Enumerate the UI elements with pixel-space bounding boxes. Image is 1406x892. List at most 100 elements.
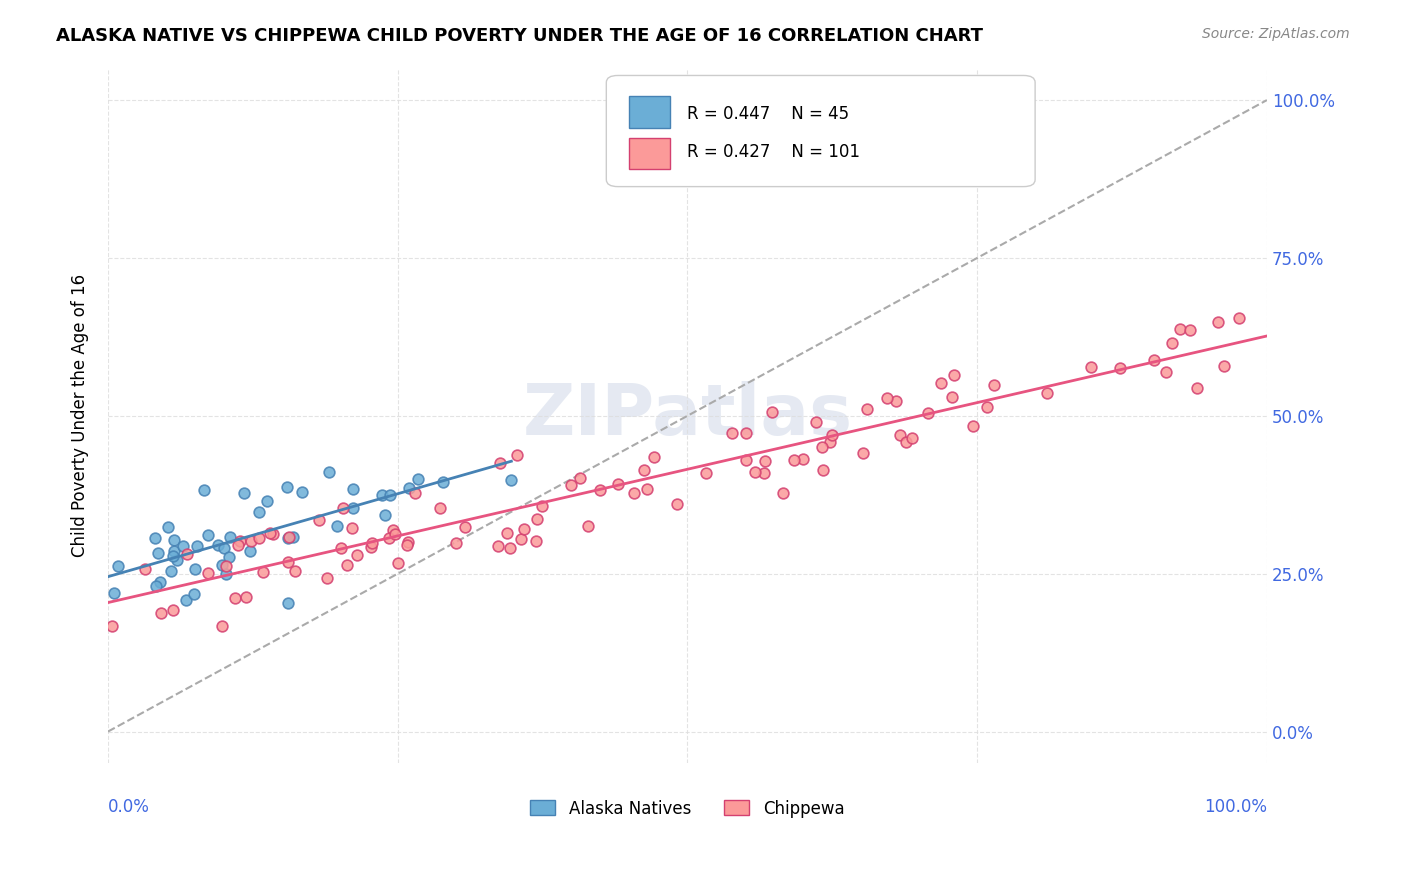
Chippewa — [499, 541, 522, 555]
Chippewa — [962, 419, 984, 434]
Chippewa — [150, 606, 173, 620]
Alaska Natives — [398, 482, 420, 496]
Chippewa — [360, 535, 382, 549]
Chippewa — [226, 538, 249, 552]
Chippewa — [820, 435, 842, 450]
Chippewa — [384, 527, 406, 541]
Chippewa — [752, 466, 775, 480]
Chippewa — [176, 547, 198, 561]
Chippewa — [884, 393, 907, 408]
Alaska Natives — [156, 520, 179, 534]
Chippewa — [560, 478, 582, 492]
Chippewa — [1180, 323, 1202, 337]
Chippewa — [804, 415, 827, 429]
Alaska Natives — [232, 485, 254, 500]
Alaska Natives — [172, 540, 194, 554]
Alaska Natives — [218, 530, 240, 544]
Chippewa — [792, 452, 814, 467]
FancyBboxPatch shape — [630, 96, 671, 128]
Chippewa — [240, 533, 263, 548]
Chippewa — [876, 392, 898, 406]
Alaska Natives — [145, 579, 167, 593]
Chippewa — [643, 450, 665, 464]
Chippewa — [1212, 359, 1234, 374]
Chippewa — [342, 521, 364, 535]
Alaska Natives — [174, 593, 197, 607]
Chippewa — [821, 428, 844, 442]
Chippewa — [249, 531, 271, 545]
Chippewa — [633, 463, 655, 477]
Alaska Natives — [207, 538, 229, 552]
Alaska Natives — [408, 472, 430, 486]
Chippewa — [811, 440, 834, 454]
Chippewa — [695, 467, 717, 481]
Chippewa — [211, 619, 233, 633]
FancyBboxPatch shape — [606, 76, 1035, 186]
Text: ALASKA NATIVE VS CHIPPEWA CHILD POVERTY UNDER THE AGE OF 16 CORRELATION CHART: ALASKA NATIVE VS CHIPPEWA CHILD POVERTY … — [56, 27, 983, 45]
Chippewa — [1154, 365, 1177, 379]
Alaska Natives — [197, 528, 219, 542]
Alaska Natives — [166, 553, 188, 567]
Chippewa — [387, 556, 409, 570]
Alaska Natives — [501, 474, 523, 488]
Alaska Natives — [212, 541, 235, 555]
Alaska Natives — [148, 546, 170, 560]
Chippewa — [284, 564, 307, 578]
Chippewa — [259, 526, 281, 541]
Chippewa — [404, 485, 426, 500]
Alaska Natives — [342, 501, 364, 516]
Chippewa — [569, 471, 592, 485]
Alaska Natives — [215, 567, 238, 582]
Text: 100.0%: 100.0% — [1204, 797, 1267, 816]
Chippewa — [489, 456, 512, 470]
Alaska Natives — [249, 505, 271, 519]
Alaska Natives — [371, 488, 394, 502]
Text: ZIPatlas: ZIPatlas — [523, 381, 852, 450]
Chippewa — [811, 462, 834, 476]
Alaska Natives — [277, 531, 299, 545]
Alaska Natives — [162, 544, 184, 558]
Chippewa — [278, 530, 301, 544]
Chippewa — [901, 431, 924, 445]
Chippewa — [1185, 381, 1208, 395]
Chippewa — [277, 555, 299, 569]
Chippewa — [496, 526, 519, 541]
Chippewa — [576, 519, 599, 533]
Chippewa — [735, 452, 758, 467]
Text: R = 0.447    N = 45: R = 0.447 N = 45 — [688, 104, 849, 123]
Chippewa — [1109, 360, 1132, 375]
Alaska Natives — [374, 508, 396, 523]
Chippewa — [852, 446, 875, 460]
Alaska Natives — [162, 549, 184, 563]
Alaska Natives — [276, 480, 298, 494]
Chippewa — [744, 466, 766, 480]
Alaska Natives — [186, 539, 208, 553]
Alaska Natives — [256, 494, 278, 508]
Chippewa — [262, 526, 284, 541]
Chippewa — [889, 427, 911, 442]
Chippewa — [235, 590, 257, 604]
Alaska Natives — [378, 488, 401, 502]
Chippewa — [917, 406, 939, 420]
Chippewa — [1227, 311, 1250, 326]
Chippewa — [360, 540, 382, 554]
Chippewa — [855, 402, 877, 417]
Alaska Natives — [239, 544, 262, 558]
Chippewa — [941, 391, 963, 405]
Chippewa — [510, 532, 533, 546]
Chippewa — [783, 453, 806, 467]
Alaska Natives — [193, 483, 215, 497]
Alaska Natives — [149, 575, 172, 590]
Chippewa — [332, 501, 354, 516]
Chippewa — [224, 591, 246, 605]
Chippewa — [589, 483, 612, 498]
Chippewa — [772, 485, 794, 500]
Chippewa — [513, 522, 536, 536]
Chippewa — [346, 548, 368, 562]
Chippewa — [229, 534, 252, 549]
Chippewa — [943, 368, 966, 383]
Chippewa — [197, 566, 219, 580]
FancyBboxPatch shape — [630, 138, 671, 169]
Text: Source: ZipAtlas.com: Source: ZipAtlas.com — [1202, 27, 1350, 41]
Alaska Natives — [432, 475, 454, 490]
